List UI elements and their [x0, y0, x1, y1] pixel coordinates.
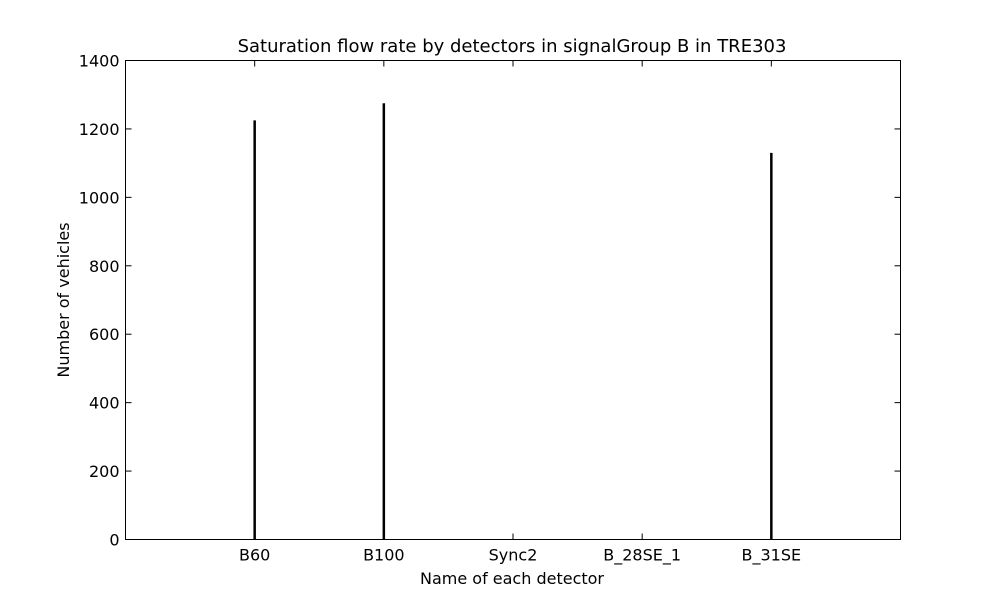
y-tick-label: 400: [89, 394, 120, 413]
bar: [770, 152, 773, 540]
y-tick-label: 600: [89, 325, 120, 344]
x-tick-label: B_28SE_1: [603, 546, 681, 566]
plot-frame: [125, 60, 901, 540]
y-tick-label: 0: [109, 531, 119, 550]
chart-title: Saturation flow rate by detectors in sig…: [238, 36, 787, 57]
x-axis-label: Name of each detector: [420, 569, 604, 588]
x-tick-label: Sync2: [489, 546, 538, 565]
bars: [253, 103, 773, 540]
x-tick-label: B100: [363, 546, 405, 565]
y-tick-label: 1000: [79, 188, 120, 207]
x-axis-ticks: B60 B100 Sync2 B_28SE_1 B_31SE: [239, 60, 802, 566]
y-tick-label: 1200: [79, 120, 120, 139]
y-axis-label: Number of vehicles: [54, 222, 73, 377]
y-tick-label: 200: [89, 462, 120, 481]
y-axis-ticks: 0 200 400 600 800 1000 1200 1400: [79, 52, 901, 550]
bar: [253, 120, 256, 540]
y-tick-label: 800: [89, 257, 120, 276]
bar: [382, 103, 386, 540]
x-tick-label: B60: [239, 546, 270, 565]
y-tick-label: 1400: [79, 52, 120, 71]
x-tick-label: B_31SE: [742, 546, 802, 566]
